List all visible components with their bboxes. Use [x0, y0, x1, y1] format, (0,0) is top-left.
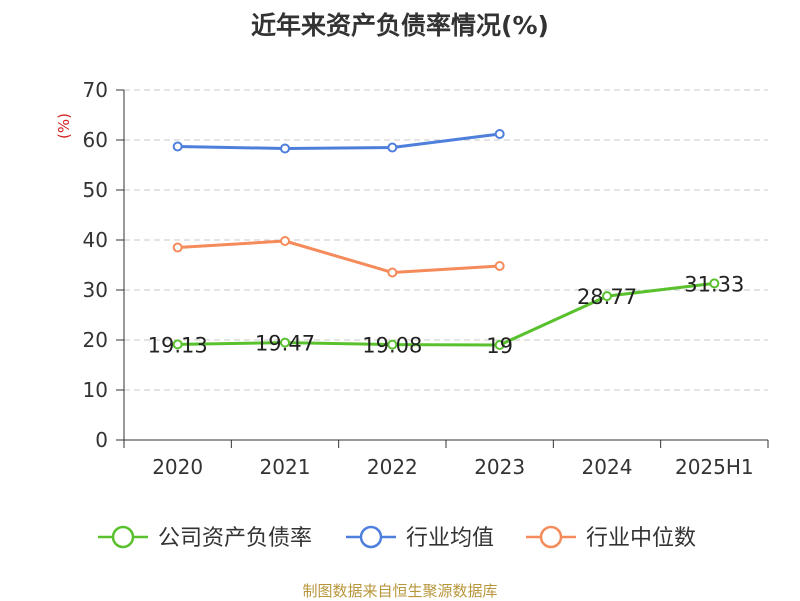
y-axis-label: (%) [55, 113, 73, 139]
data-point [172, 339, 183, 350]
legend-marker [359, 525, 383, 549]
y-tick-label: 50 [83, 178, 108, 202]
x-tick-label: 2020 [152, 455, 203, 479]
data-label: 28.77 [577, 285, 637, 309]
series-line [177, 239, 500, 274]
x-tick-label: 2022 [367, 455, 418, 479]
data-point [494, 261, 505, 271]
x-tick-label: 2023 [474, 455, 525, 479]
data-point [602, 291, 612, 302]
x-tick-label: 2021 [260, 455, 311, 479]
data-point [280, 143, 290, 154]
data-point [172, 141, 183, 152]
data-point [172, 242, 183, 253]
y-tick-label: 20 [83, 328, 108, 352]
x-tick-label: 2024 [582, 455, 633, 479]
y-tick-label: 70 [83, 78, 108, 102]
data-point [387, 267, 398, 278]
legend-label: 行业均值 [406, 526, 494, 551]
axes: 0 10 20 30 40 50 60 70 (%) 2020 2021 2022 2023 2024 20… [55, 78, 769, 479]
legend-item: 行业均值 [346, 525, 494, 551]
legend-marker [539, 525, 563, 549]
series-line [177, 132, 500, 150]
legend-label: 公司资产负债率 [158, 526, 312, 551]
data-label: 19 [486, 334, 513, 358]
data-label: 19.13 [148, 333, 208, 357]
series-lines [172, 129, 720, 350]
series-line [177, 281, 715, 347]
data-point [709, 278, 720, 289]
data-labels: 19.13 19.47 19.08 19 28.77 31.33 [148, 272, 745, 358]
y-tick-label: 40 [83, 228, 108, 252]
source-note: 制图数据来自恒生聚源数据库 [302, 582, 498, 600]
data-label: 31.33 [684, 272, 744, 296]
legend: 公司资产负债率 行业均值 行业中位数 [98, 525, 696, 551]
data-point [280, 337, 290, 348]
legend-item: 公司资产负债率 [98, 525, 312, 551]
data-point [494, 340, 505, 350]
data-point [387, 339, 398, 350]
data-point [494, 129, 505, 139]
x-tick-label: 2025H1 [675, 455, 754, 479]
y-tick-label: 0 [95, 428, 108, 452]
y-tick-label: 10 [83, 378, 108, 402]
chart-title: 近年来资产负债率情况(%) [251, 11, 549, 40]
data-label: 19.08 [362, 334, 422, 358]
legend-marker [111, 525, 135, 549]
data-point [387, 142, 398, 153]
y-tick-label: 60 [83, 128, 108, 152]
y-tick-label: 30 [83, 278, 108, 302]
data-label: 19.47 [255, 332, 315, 356]
legend-label: 行业中位数 [586, 526, 696, 551]
legend-item: 行业中位数 [526, 525, 696, 551]
data-point [280, 236, 290, 246]
